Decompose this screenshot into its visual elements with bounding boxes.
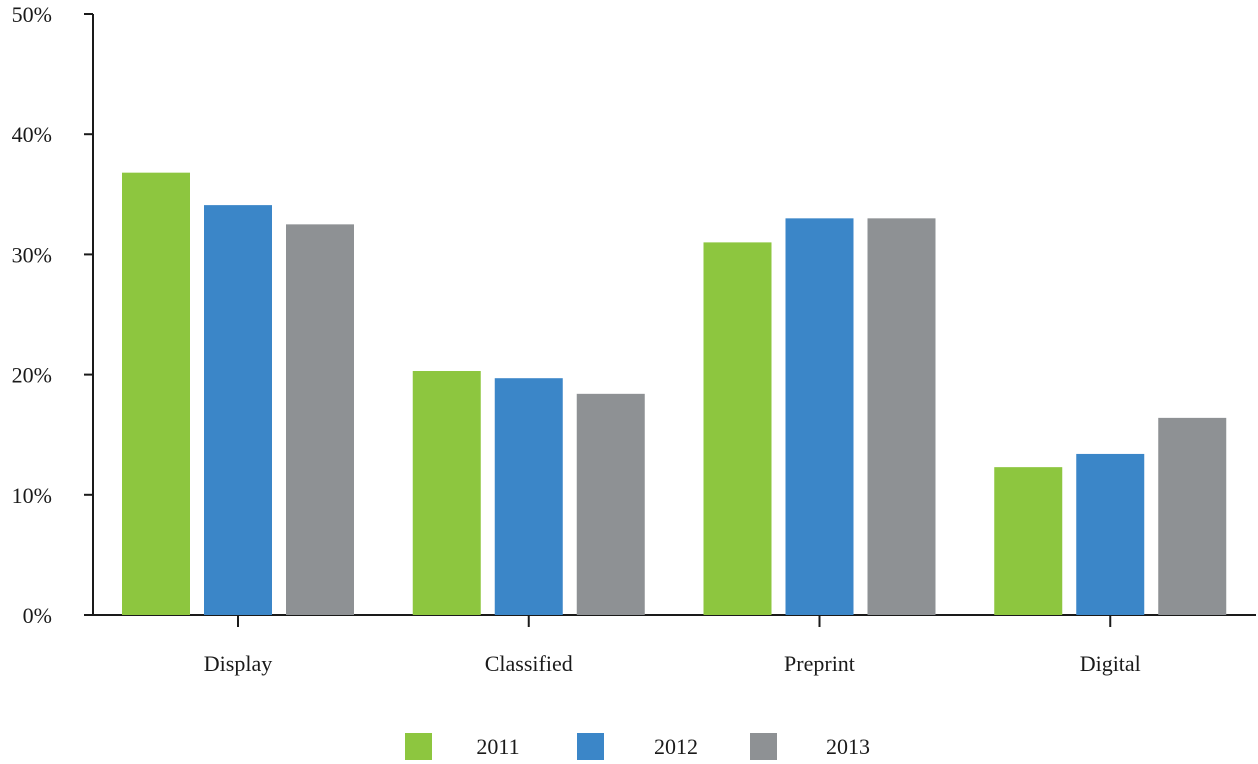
bar-2012-classified (494, 378, 563, 615)
y-axis: 0% 10% 20% 30% 40% 50% (12, 2, 94, 628)
x-tick-label: Classified (485, 651, 573, 676)
bar-2012-display (204, 205, 272, 616)
x-tick-label: Display (204, 651, 272, 676)
y-tick-label: 10% (12, 483, 52, 508)
legend-swatch-2012 (577, 733, 604, 760)
legend-label-2012: 2012 (654, 734, 698, 759)
bar-2013-preprint (867, 218, 936, 615)
bar-2012-digital (1076, 453, 1145, 615)
bar-2011-digital (994, 467, 1063, 615)
y-tick-label: 20% (12, 363, 52, 388)
y-tick-label: 30% (12, 242, 52, 267)
bar-2013-classified (576, 393, 645, 615)
bars (122, 172, 1227, 616)
legend-swatch-2011 (405, 733, 432, 760)
bar-2012-preprint (785, 218, 854, 615)
legend-label-2011: 2011 (476, 734, 519, 759)
bar-2013-display (286, 224, 354, 615)
bar-2011-preprint (703, 242, 772, 615)
y-tick-label: 40% (12, 122, 52, 147)
y-tick-label: 50% (12, 2, 52, 27)
bar-2011-classified (412, 370, 481, 615)
y-tick-label: 0% (23, 603, 52, 628)
legend: 2011 2012 2013 (405, 733, 870, 760)
bar-2011-display (122, 172, 190, 615)
bar-2013-digital (1158, 417, 1227, 615)
x-axis: Display Classified Preprint Digital (93, 614, 1256, 676)
x-tick-label: Digital (1080, 651, 1141, 676)
x-tick-label: Preprint (784, 651, 855, 676)
legend-swatch-2013 (750, 733, 777, 760)
legend-label-2013: 2013 (826, 734, 870, 759)
